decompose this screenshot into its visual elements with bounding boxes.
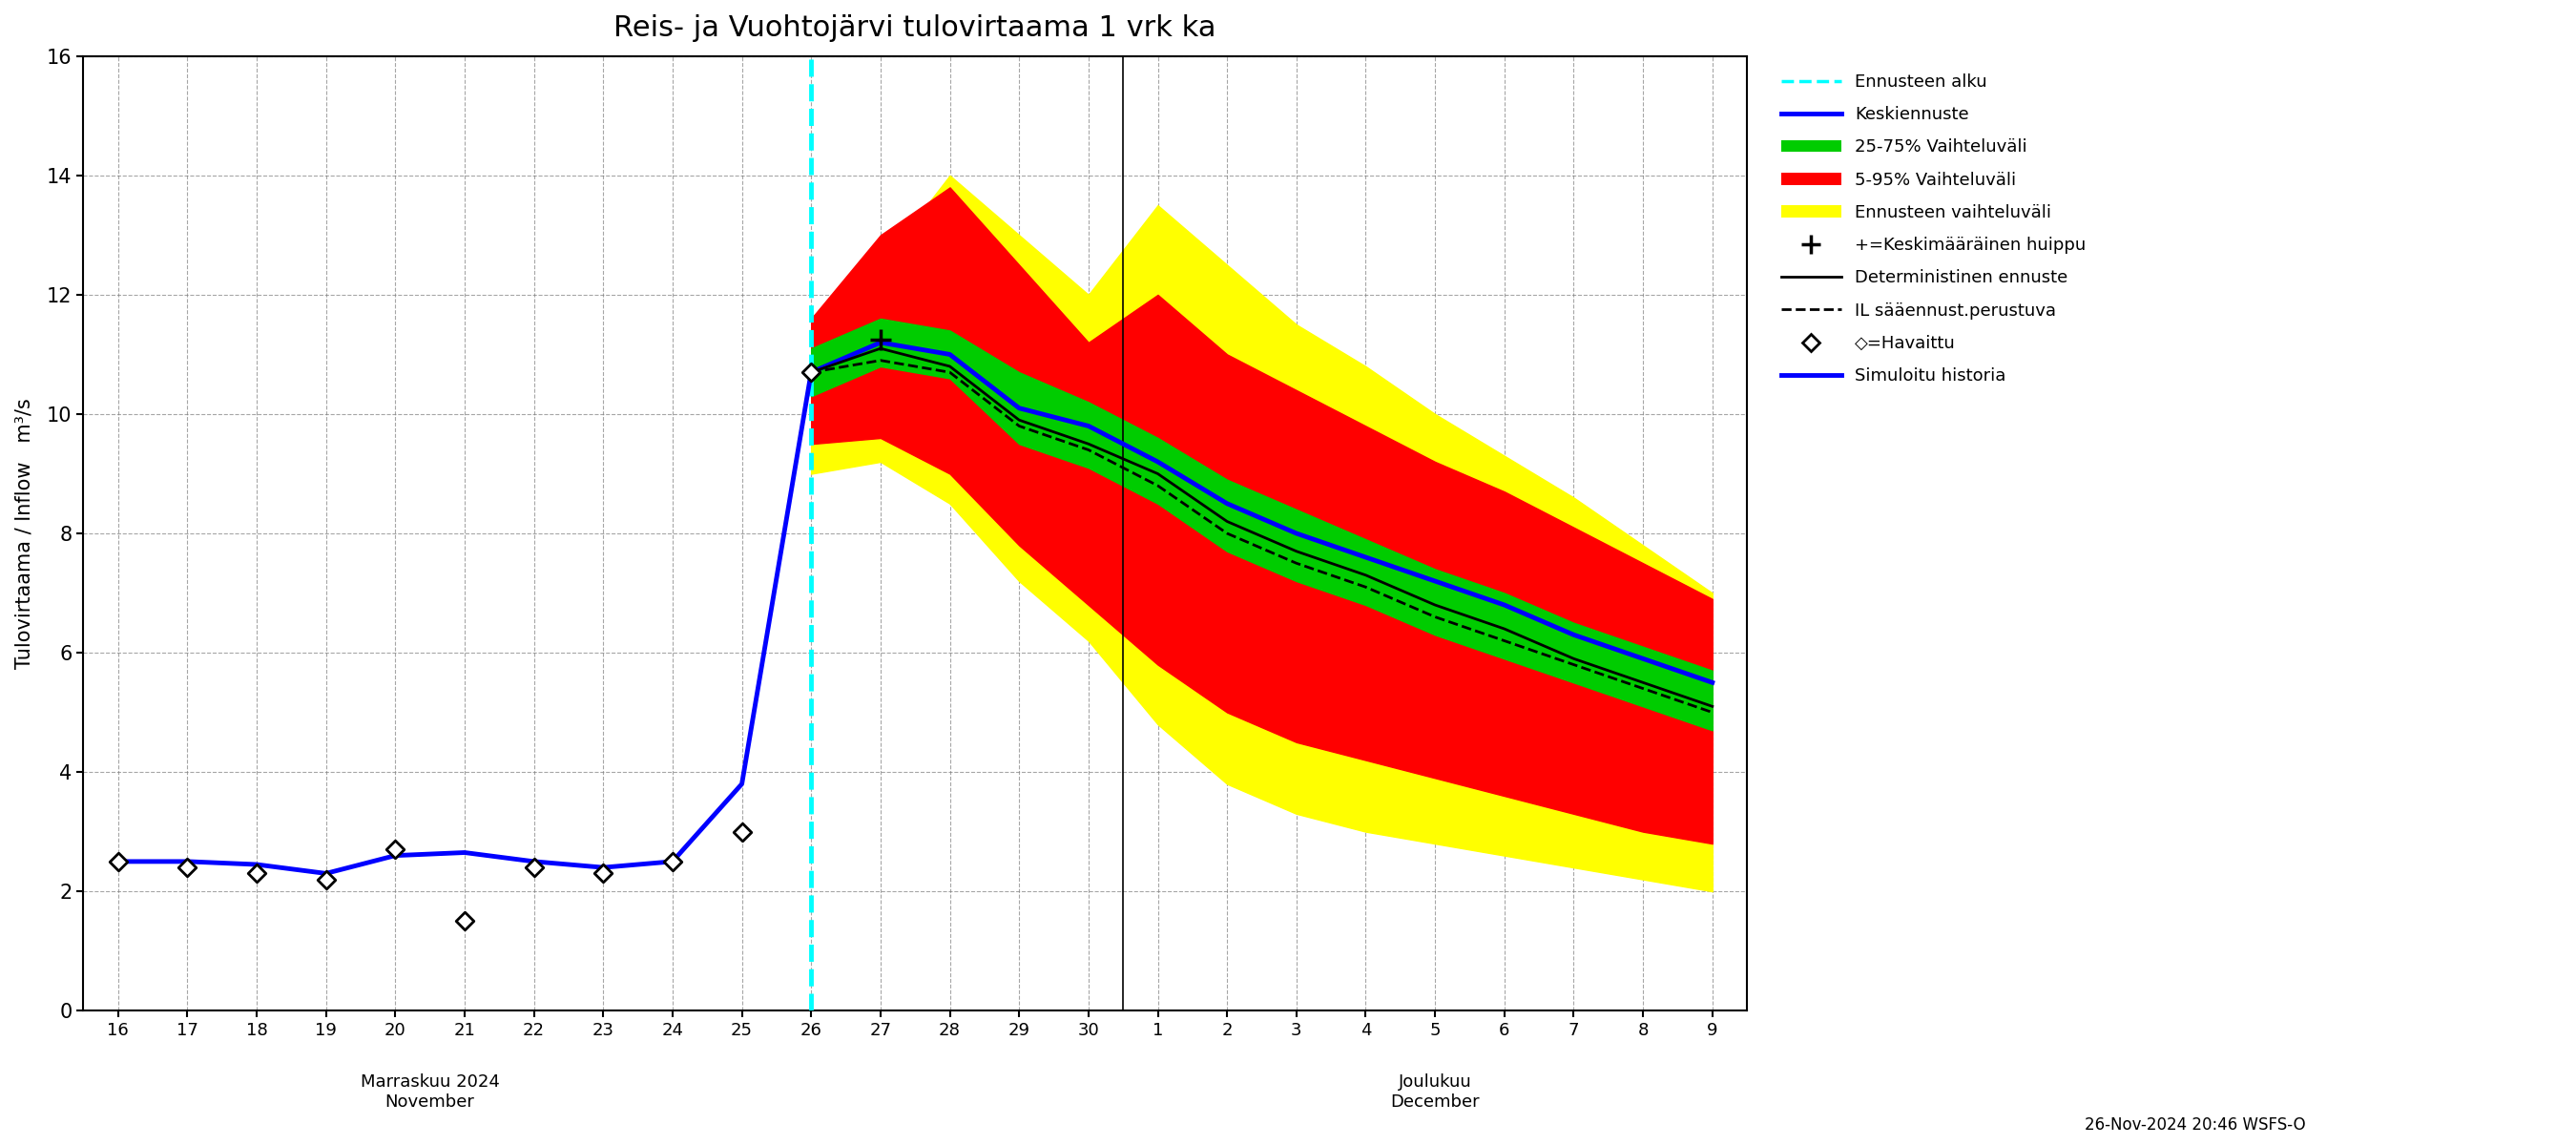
Point	[237, 864, 278, 883]
Text: 26-Nov-2024 20:46 WSFS-O: 26-Nov-2024 20:46 WSFS-O	[2084, 1116, 2306, 1134]
Point	[98, 852, 139, 870]
Point	[307, 870, 348, 889]
Point	[721, 822, 762, 840]
Legend: Ennusteen alku, Keskiennuste, 25-75% Vaihteluväli, 5-95% Vaihteluväli, Ennusteen: Ennusteen alku, Keskiennuste, 25-75% Vai…	[1772, 65, 2094, 393]
Point	[652, 852, 693, 870]
Title: Reis- ja Vuohtojärvi tulovirtaama 1 vrk ka: Reis- ja Vuohtojärvi tulovirtaama 1 vrk …	[613, 14, 1216, 42]
Point	[374, 840, 415, 859]
Point	[791, 363, 832, 381]
Text: Joulukuu
December: Joulukuu December	[1391, 1074, 1479, 1111]
Point	[582, 864, 623, 883]
Point	[443, 913, 484, 931]
Point	[513, 859, 554, 877]
Y-axis label: Tulovirtaama / Inflow   m³/s: Tulovirtaama / Inflow m³/s	[15, 398, 33, 669]
Text: Marraskuu 2024
November: Marraskuu 2024 November	[361, 1074, 500, 1111]
Point	[167, 859, 209, 877]
